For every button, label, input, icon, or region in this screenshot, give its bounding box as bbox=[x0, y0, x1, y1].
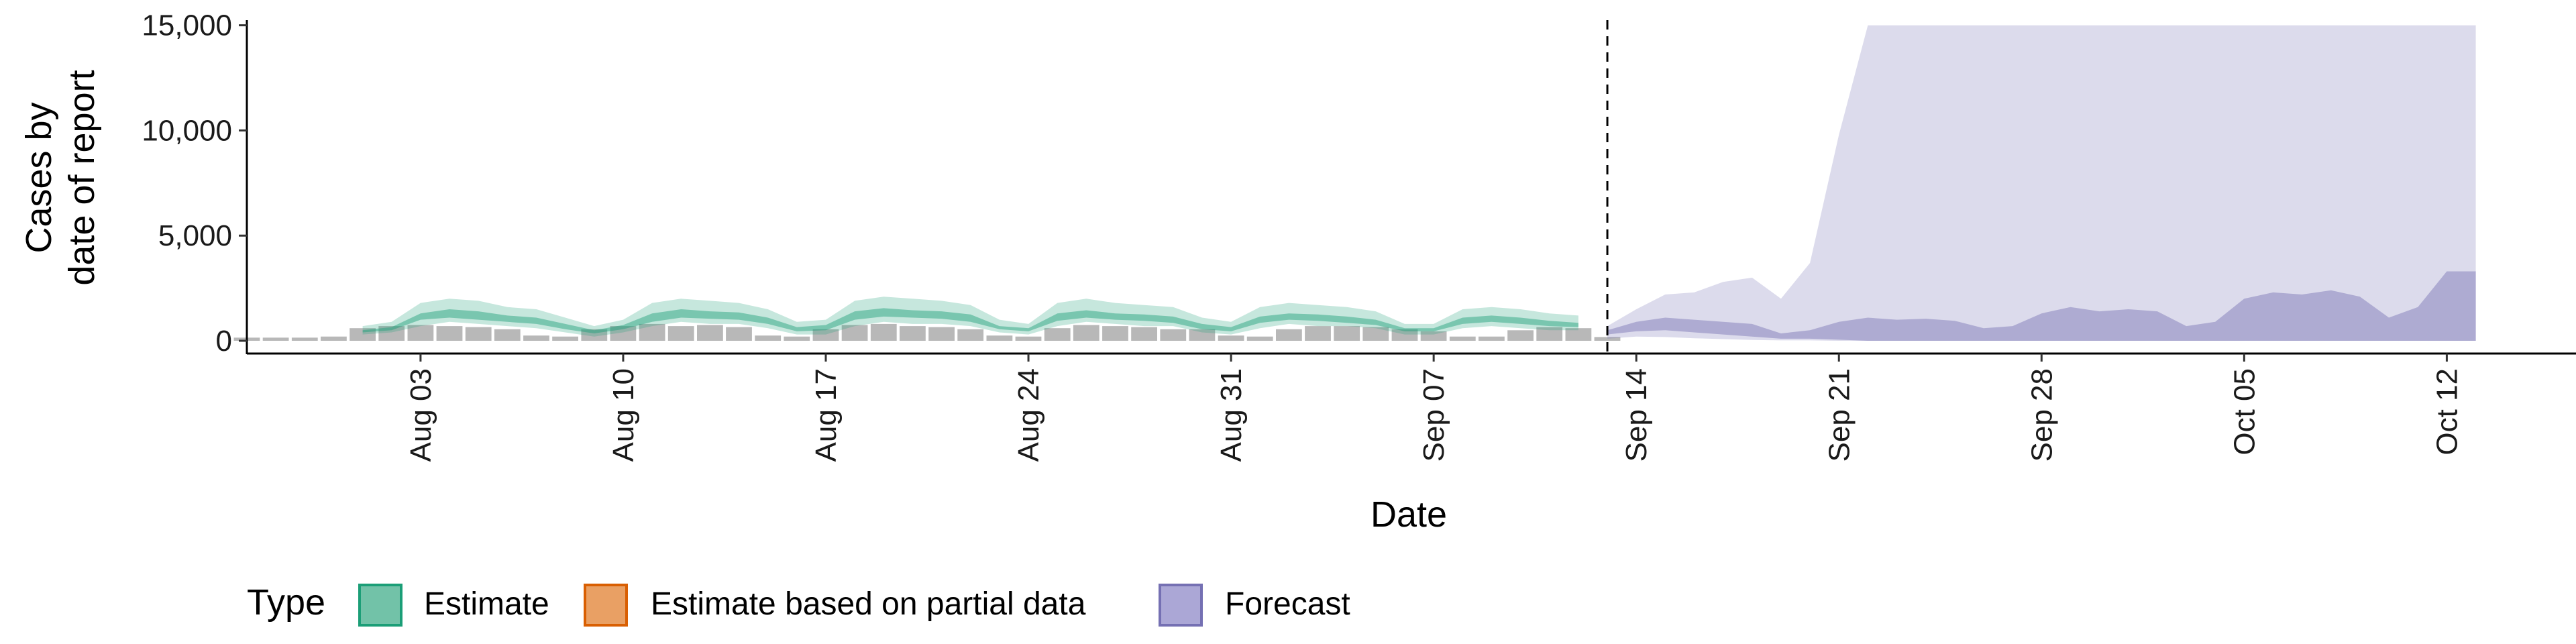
reported-case-bar bbox=[639, 323, 665, 341]
x-tick-label: Sep 14 bbox=[1620, 368, 1653, 462]
reported-case-bar bbox=[812, 329, 839, 341]
legend-title: Type bbox=[247, 582, 325, 623]
legend: Type Estimate Estimate based on partial … bbox=[247, 582, 1350, 627]
reported-case-bar bbox=[321, 336, 347, 341]
x-tick-label: Aug 10 bbox=[607, 368, 640, 462]
reported-case-bar bbox=[1276, 329, 1302, 341]
x-tick-label: Aug 17 bbox=[810, 368, 843, 462]
legend-label-estimate: Estimate bbox=[424, 586, 549, 622]
reported-case-bar bbox=[697, 325, 723, 341]
reported-case-bar bbox=[1044, 328, 1071, 341]
forecast-50-interval bbox=[1607, 271, 2476, 341]
reported-case-bar bbox=[581, 329, 608, 341]
estimate-50-interval bbox=[362, 308, 1578, 333]
reported-case-bar bbox=[1189, 329, 1216, 341]
forecast-90-interval bbox=[1607, 25, 2476, 341]
reported-case-bar bbox=[784, 336, 810, 341]
reported-case-bar bbox=[1015, 336, 1042, 341]
reported-case-bar bbox=[291, 337, 318, 341]
reported-case-bar bbox=[1479, 336, 1505, 341]
x-tick-label: Oct 12 bbox=[2430, 368, 2463, 455]
reported-case-bar bbox=[436, 326, 463, 341]
y-axis-title-line-2: date of report bbox=[62, 70, 102, 285]
reported-case-bar bbox=[378, 326, 405, 341]
legend-label-forecast: Forecast bbox=[1225, 586, 1350, 622]
y-axis-title-line-1: Cases by bbox=[19, 102, 59, 253]
legend-key-partial-estimate bbox=[584, 584, 628, 627]
reported-case-bar bbox=[523, 335, 549, 341]
reported-case-bar bbox=[1449, 336, 1476, 341]
reported-case-bar bbox=[1073, 325, 1099, 341]
reported-case-bar bbox=[1362, 327, 1389, 341]
reported-case-bar bbox=[1420, 331, 1447, 341]
legend-key-forecast bbox=[1159, 584, 1203, 627]
x-tick-label: Sep 28 bbox=[2025, 368, 2058, 462]
reported-case-bar bbox=[552, 336, 578, 341]
reported-case-bar bbox=[870, 323, 897, 341]
x-axis-title: Date bbox=[1371, 494, 1447, 535]
y-tick-label: 0 bbox=[216, 325, 232, 358]
x-tick-label: Sep 07 bbox=[1417, 368, 1450, 462]
reported-case-bar bbox=[1536, 327, 1563, 341]
y-tick-label: 15,000 bbox=[142, 9, 232, 42]
reported-case-bar bbox=[407, 325, 434, 341]
reported-case-bar bbox=[494, 329, 521, 341]
reported-case-bar bbox=[1218, 335, 1244, 341]
plot-area bbox=[233, 20, 2476, 354]
x-ticks: Aug 03 Aug 10 Aug 17 Aug 24 Aug 31 Sep 07 Sep … bbox=[405, 354, 2463, 462]
reported-case-bar bbox=[1131, 327, 1157, 341]
y-ticks: 0 5,000 10,000 15,000 bbox=[142, 9, 247, 358]
reported-case-bar bbox=[610, 326, 637, 341]
reported-case-bar bbox=[900, 326, 926, 341]
x-tick-label: Aug 31 bbox=[1215, 368, 1248, 462]
reported-case-bar bbox=[1305, 326, 1331, 341]
y-tick-label: 10,000 bbox=[142, 114, 232, 147]
reported-case-bar bbox=[957, 329, 984, 341]
reported-case-bar bbox=[667, 326, 694, 341]
reported-case-bar bbox=[726, 327, 752, 341]
estimate-90-interval bbox=[362, 297, 1578, 337]
reported-case-bar bbox=[1594, 337, 1621, 341]
reported-case-bar bbox=[350, 328, 376, 341]
reported-case-bar bbox=[841, 325, 868, 341]
reported-case-bar bbox=[1565, 328, 1592, 341]
reported-case-bar bbox=[986, 335, 1013, 341]
reported-case-bar bbox=[1102, 326, 1128, 341]
x-tick-label: Sep 21 bbox=[1823, 368, 1856, 462]
reported-case-bar bbox=[465, 327, 492, 341]
reported-case-bar bbox=[262, 337, 289, 341]
reported-case-bar bbox=[1246, 336, 1273, 341]
reported-case-bar bbox=[1334, 326, 1360, 341]
reported-case-bar bbox=[1160, 329, 1187, 341]
legend-label-partial-estimate: Estimate based on partial data bbox=[651, 586, 1086, 622]
x-tick-label: Oct 05 bbox=[2228, 368, 2261, 455]
x-tick-label: Aug 03 bbox=[405, 368, 437, 462]
reported-case-bar bbox=[1507, 330, 1534, 341]
reported-case-bar bbox=[928, 327, 955, 341]
legend-key-estimate bbox=[358, 584, 402, 627]
y-tick-label: 5,000 bbox=[158, 219, 232, 252]
reported-case-bar bbox=[755, 335, 782, 341]
x-tick-label: Aug 24 bbox=[1012, 368, 1045, 462]
reported-case-bar bbox=[1391, 329, 1418, 341]
